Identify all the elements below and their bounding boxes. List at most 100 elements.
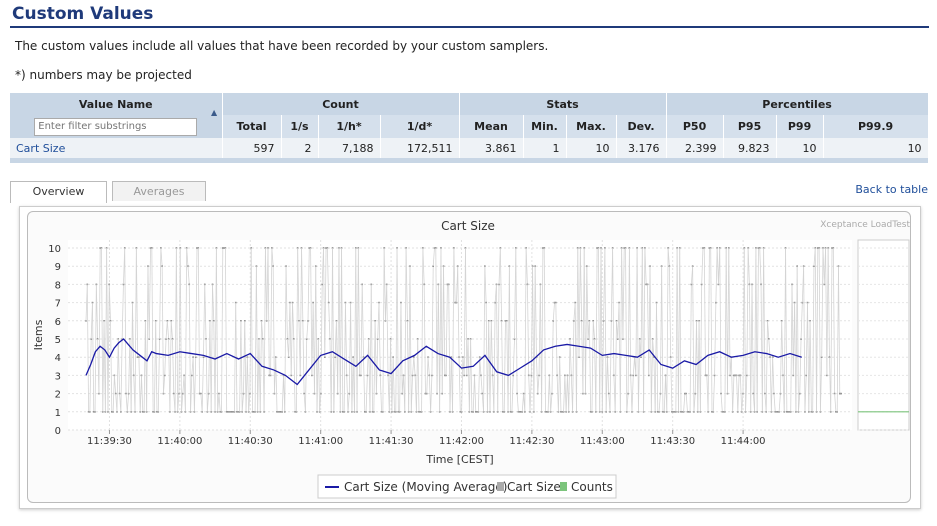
sample-line — [778, 393, 781, 412]
sample-line — [465, 247, 468, 376]
sample-line — [388, 338, 392, 412]
sample-line — [89, 338, 92, 412]
sample-point — [840, 392, 842, 395]
sample-line — [289, 302, 292, 376]
sample-line — [427, 357, 430, 376]
filter-input[interactable] — [34, 117, 198, 136]
sample-line — [750, 284, 753, 412]
sample-line — [772, 357, 775, 394]
tab-overview[interactable]: Overview — [10, 181, 107, 203]
sample-line — [809, 320, 812, 412]
sample-line — [218, 393, 221, 412]
col-dev[interactable]: Dev. — [616, 115, 667, 138]
sample-line — [343, 302, 346, 412]
sample-point — [269, 374, 272, 377]
sample-point — [391, 411, 393, 413]
sample-line — [832, 247, 836, 394]
sample-line — [299, 247, 302, 376]
col-per-second[interactable]: 1/s — [281, 115, 319, 138]
sample-line — [355, 247, 358, 412]
sort-ascending-icon[interactable]: ▲ — [211, 108, 218, 117]
tab-averages[interactable]: Averages — [112, 181, 206, 201]
sample-line — [179, 247, 182, 412]
sample-point — [695, 320, 698, 322]
sample-line — [701, 247, 704, 285]
col-p999[interactable]: P99.9 — [823, 115, 929, 138]
sample-line — [426, 357, 429, 394]
sample-line — [630, 375, 633, 412]
sample-point — [789, 411, 792, 413]
sample-point — [344, 301, 347, 304]
sample-line — [724, 247, 727, 412]
sample-point — [516, 392, 518, 395]
sample-line — [716, 247, 719, 285]
back-to-table-link[interactable]: Back to table — [855, 183, 928, 196]
sample-line — [240, 320, 243, 412]
sample-line — [306, 320, 309, 340]
legend-box — [317, 474, 617, 499]
col-mean[interactable]: Mean — [459, 115, 524, 138]
sample-line — [413, 357, 416, 376]
sample-line — [703, 247, 706, 376]
sample-line — [781, 320, 784, 376]
sample-line — [643, 247, 646, 412]
sample-line — [693, 393, 696, 412]
col-min[interactable]: Min. — [523, 115, 567, 138]
y-tick-label: 10 — [48, 244, 61, 255]
sample-line — [649, 266, 652, 412]
sample-line — [607, 357, 610, 394]
sample-line — [521, 393, 524, 412]
sample-point — [347, 411, 349, 413]
y-tick-label: 5 — [55, 335, 61, 346]
row-name-link[interactable]: Cart Size — [10, 138, 223, 158]
col-max[interactable]: Max. — [566, 115, 617, 138]
col-total[interactable]: Total — [222, 115, 282, 138]
sample-line — [749, 284, 752, 412]
sample-line — [337, 247, 340, 394]
sample-line — [770, 357, 774, 412]
col-p99[interactable]: P99 — [776, 115, 824, 138]
sample-line — [293, 338, 296, 412]
sample-line — [112, 375, 115, 412]
sample-line — [767, 320, 770, 340]
y-tick-label: 9 — [55, 262, 61, 273]
sample-line — [585, 266, 588, 394]
legend-counts[interactable]: Counts — [571, 480, 613, 494]
sample-line — [598, 247, 601, 412]
col-p50[interactable]: P50 — [666, 115, 724, 138]
legend-moving-average[interactable]: Cart Size (Moving Average) — [344, 480, 507, 494]
sample-point — [295, 411, 298, 413]
sample-point — [200, 392, 202, 395]
x-tick-label: 11:43:30 — [650, 436, 695, 447]
sample-line — [579, 247, 583, 321]
sample-point — [118, 392, 121, 395]
projection-note: *) numbers may be projected — [15, 68, 192, 82]
sample-line — [360, 284, 363, 376]
sample-line — [685, 393, 688, 412]
sample-line — [315, 266, 318, 412]
sample-line — [339, 247, 342, 412]
col-per-hour[interactable]: 1/h* — [318, 115, 381, 138]
sample-line — [543, 247, 546, 412]
col-per-day[interactable]: 1/d* — [380, 115, 460, 138]
sample-line — [326, 247, 330, 303]
sample-line — [254, 266, 257, 412]
x-tick-label: 11:44:00 — [721, 436, 766, 447]
sample-point — [795, 411, 797, 413]
sample-line — [551, 320, 554, 394]
sample-point — [530, 374, 533, 377]
legend-cart-size[interactable]: Cart Size — [507, 480, 561, 494]
y-tick-label: 0 — [55, 426, 61, 437]
sample-line — [187, 266, 190, 285]
table-footer — [10, 158, 929, 163]
cell-dev: 3.176 — [616, 138, 667, 158]
sample-line — [791, 284, 794, 376]
sample-line — [117, 338, 120, 394]
sample-line — [626, 393, 629, 412]
sample-point — [122, 283, 125, 286]
value-name-header[interactable]: Value Name ▲ — [10, 93, 223, 117]
col-p95[interactable]: P95 — [723, 115, 777, 138]
sample-line — [188, 284, 191, 412]
sample-line — [382, 247, 385, 412]
sample-line — [755, 247, 758, 412]
